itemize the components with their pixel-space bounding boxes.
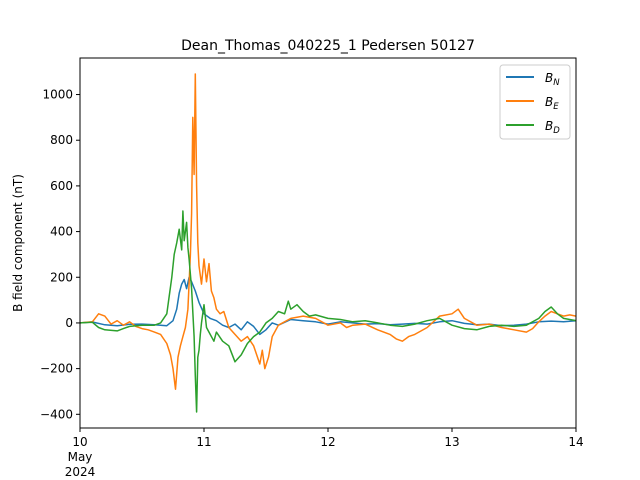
y-tick-label: −400 — [40, 407, 73, 421]
y-tick-label: −200 — [40, 362, 73, 376]
x-tick-sublabel-month: May — [68, 450, 93, 464]
y-axis: −400 −200 0 200 400 600 800 1000 — [40, 88, 80, 421]
x-tick-label: 10 — [72, 435, 87, 449]
x-tick-label: 11 — [196, 435, 211, 449]
y-tick-label: 0 — [65, 316, 73, 330]
series-line-b-e — [80, 73, 576, 390]
legend-label: BN — [545, 71, 560, 88]
legend-label-main: B — [545, 71, 553, 85]
series-layer — [80, 73, 576, 413]
legend-box — [499, 64, 571, 140]
y-tick-label: 400 — [50, 225, 73, 239]
series-line-b-d — [80, 210, 576, 413]
x-tick-label: 13 — [444, 435, 459, 449]
plot-area — [79, 57, 577, 429]
y-tick-label: 600 — [50, 179, 73, 193]
legend-label: BE — [545, 95, 559, 112]
y-axis-label: B field component (nT) — [11, 174, 25, 312]
chart-title: Dean_Thomas_040225_1 Pedersen 50127 — [181, 38, 475, 54]
x-tick-label: 12 — [320, 435, 335, 449]
y-tick-label: 800 — [50, 133, 73, 147]
legend-label-main: B — [545, 95, 553, 109]
legend-label-subscript: E — [553, 102, 559, 112]
x-tick-sublabel-year: 2024 — [65, 465, 96, 479]
legend-label-main: B — [545, 119, 553, 133]
legend-label-subscript: N — [553, 78, 560, 88]
legend-label-subscript: D — [553, 126, 560, 136]
y-tick-label: 1000 — [42, 88, 73, 102]
series-line-b-n — [80, 276, 576, 336]
legend-label: BD — [545, 119, 560, 136]
y-tick-label: 200 — [50, 270, 73, 284]
x-tick-label: 14 — [568, 435, 583, 449]
